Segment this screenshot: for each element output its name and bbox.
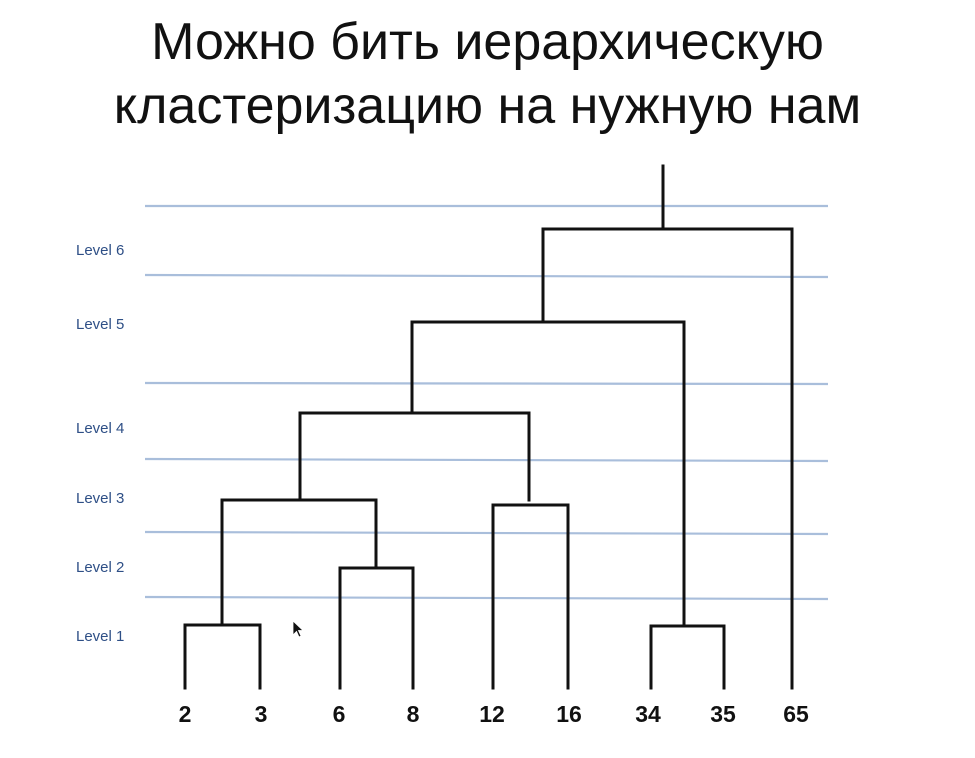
leaf-label-65: 65 xyxy=(783,701,809,727)
branch-2-3 xyxy=(183,623,262,690)
dendrogram-branches xyxy=(183,164,794,690)
leaf-label-2: 2 xyxy=(179,701,192,727)
level-line-2 xyxy=(144,273,829,279)
level-lines xyxy=(144,204,829,601)
slide-title-line-2: кластеризацию на нужную нам xyxy=(113,77,862,135)
branch-2-3-6-8 xyxy=(220,498,378,627)
leaf-labels: 2 3 6 8 12 16 34 35 65 xyxy=(179,701,809,727)
level-line-5 xyxy=(144,530,829,536)
level-label-5: Level 5 xyxy=(76,316,124,333)
branch-with-65 xyxy=(541,227,794,690)
leaf-label-16: 16 xyxy=(556,701,582,727)
branch-2-3-6-8-12-16 xyxy=(298,411,531,502)
slide-title: Можно бить иерархическую кластеризацию н… xyxy=(0,10,975,138)
leaf-label-12: 12 xyxy=(479,701,505,727)
level-line-4 xyxy=(144,457,829,463)
level-labels: Level 6 Level 5 Level 4 Level 3 Level 2 … xyxy=(76,242,124,645)
leaf-label-34: 34 xyxy=(635,701,661,727)
level-label-2: Level 2 xyxy=(76,559,124,576)
level-label-1: Level 1 xyxy=(76,628,124,645)
leaf-label-35: 35 xyxy=(710,701,736,727)
level-label-6: Level 6 xyxy=(76,242,124,259)
branch-6-8 xyxy=(338,566,415,690)
leaf-label-6: 6 xyxy=(333,701,346,727)
level-line-6 xyxy=(144,595,829,601)
branch-with-34-35 xyxy=(410,320,686,628)
slide-title-line-1: Можно бить иерархическую xyxy=(151,13,824,71)
branch-12-16 xyxy=(491,503,570,690)
level-label-4: Level 4 xyxy=(76,420,124,437)
mouse-cursor-icon xyxy=(292,620,305,638)
level-line-3 xyxy=(144,381,829,386)
branch-34-35 xyxy=(649,624,726,690)
leaf-label-8: 8 xyxy=(407,701,420,727)
level-label-3: Level 3 xyxy=(76,490,124,507)
leaf-label-3: 3 xyxy=(255,701,268,727)
